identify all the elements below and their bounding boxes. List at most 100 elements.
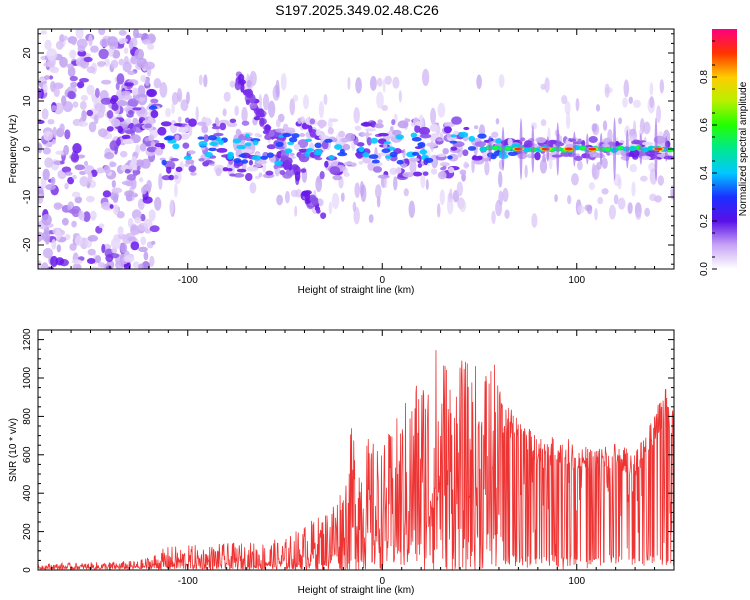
spectrogram-blob [274,160,283,166]
spectrogram-blob [165,135,175,141]
spectrogram-blob [70,153,80,163]
spectrogram-blob [188,118,197,127]
spectrogram-blob [324,160,329,168]
spectrogram-blob [127,70,136,76]
spectrogram-blob [430,168,438,175]
spectrogram-blob [98,223,105,229]
spectrogram-x-label: Height of straight line (km) [298,285,415,296]
spectrogram-blob [644,207,651,217]
spectrogram-blob [374,123,384,129]
spectrogram-blob [71,220,77,228]
spectrogram-blob [403,188,409,197]
spectrogram-blob [148,134,155,142]
y-tick-label: 800 [22,408,33,425]
spectrogram-blob [83,56,93,63]
spectrogram-blob [198,158,205,162]
spectrogram-blob [136,165,141,171]
spectrogram-blob [495,138,502,144]
spectrogram-blob [122,234,133,244]
spectrogram-blob [166,165,172,174]
spectrogram-blob [398,90,402,103]
spectrogram-blob [52,126,57,139]
spectrogram-blob [588,182,595,190]
spectrogram-blob [62,35,68,41]
spectrogram-blob [160,121,172,127]
spectrogram-blob [329,166,341,175]
spectrogram-blob [88,121,97,133]
spectrogram-blob [362,152,370,158]
spectrogram-blob [377,174,390,179]
spectrogram-blob [389,167,398,175]
y-tick-label: 1200 [22,328,33,351]
spectrogram-blob [402,171,414,178]
spectrogram-blob [67,176,75,185]
spectrogram-blob [86,66,96,74]
spectrogram-blob [417,163,423,169]
spectrogram-blob [38,119,45,124]
spectrogram-blob [61,166,72,173]
spectrogram-blob [111,118,121,127]
x-tick-label: 0 [379,275,385,286]
spectrogram-blob [408,200,416,219]
spectrogram-blob [371,159,380,164]
spectrogram-blob [391,119,396,126]
spectrogram-blob [113,204,119,215]
spectrogram-blob [175,134,180,141]
spectrogram-blob [256,160,268,164]
spectrogram-blob [483,139,491,143]
spectrogram-blob [649,95,655,109]
spectrogram-blob [366,137,372,146]
spectrogram-blob [340,192,345,202]
spectrogram-blob [439,189,446,206]
spectrogram-blob [241,159,249,164]
spectrogram-blob [304,151,311,157]
spectrogram-blob [266,152,274,158]
spectrogram-blob [282,132,292,138]
spectrogram-blob [69,243,77,251]
spectrogram-blob [135,33,144,38]
spectrogram-blob [158,173,163,190]
spectrogram-blob [293,143,301,151]
spectrogram-blob [436,203,441,218]
spectrogram-blob [74,164,86,171]
y-tick-label: 1000 [22,366,33,389]
spectrogram-blob [182,142,190,149]
spectrogram-blob [64,171,73,176]
spectrogram-blob [561,94,568,105]
spectrogram-blob [402,148,406,159]
spectrogram-blob [577,138,582,143]
spectrogram-blob [447,155,453,160]
spectrogram-blob [295,189,303,198]
spectrogram-blob [149,255,155,267]
spectrogram-blob [98,29,106,36]
spectrogram-blob [240,82,245,93]
spectrogram-blob [338,130,346,138]
spectrogram-blob [484,160,490,176]
spectrogram-blob [410,132,418,138]
spectrogram-blob [174,183,178,198]
spectrogram-blob [535,136,547,144]
snr-y-label: SNR (10 * v/v) [8,418,19,482]
spectrogram-blob [44,235,50,245]
spectrogram-blob [79,176,89,187]
spectrogram-blob [629,163,638,173]
spectrogram-blob [623,79,630,98]
x-tick-label: -100 [178,576,198,587]
spectrogram-blob [68,208,80,214]
spectrogram-blob [323,93,328,106]
spectrogram-blob [124,168,131,174]
spectrogram-blob [111,187,123,194]
spectrogram-blob [42,247,54,259]
spectrogram-blob [134,48,145,60]
spectrogram-blob [480,147,487,151]
spectrogram-blob [96,167,105,174]
spectrogram-blob [55,40,64,50]
spectrogram-blob [531,124,535,174]
spectrogram-blob [99,103,106,114]
spectrogram-blob [294,171,301,182]
spectrogram-blob [581,140,586,147]
spectrogram-blob [38,193,44,204]
spectrogram-blob [436,138,444,142]
spectrogram-blob [111,180,116,188]
spectrogram-blob [203,74,208,88]
